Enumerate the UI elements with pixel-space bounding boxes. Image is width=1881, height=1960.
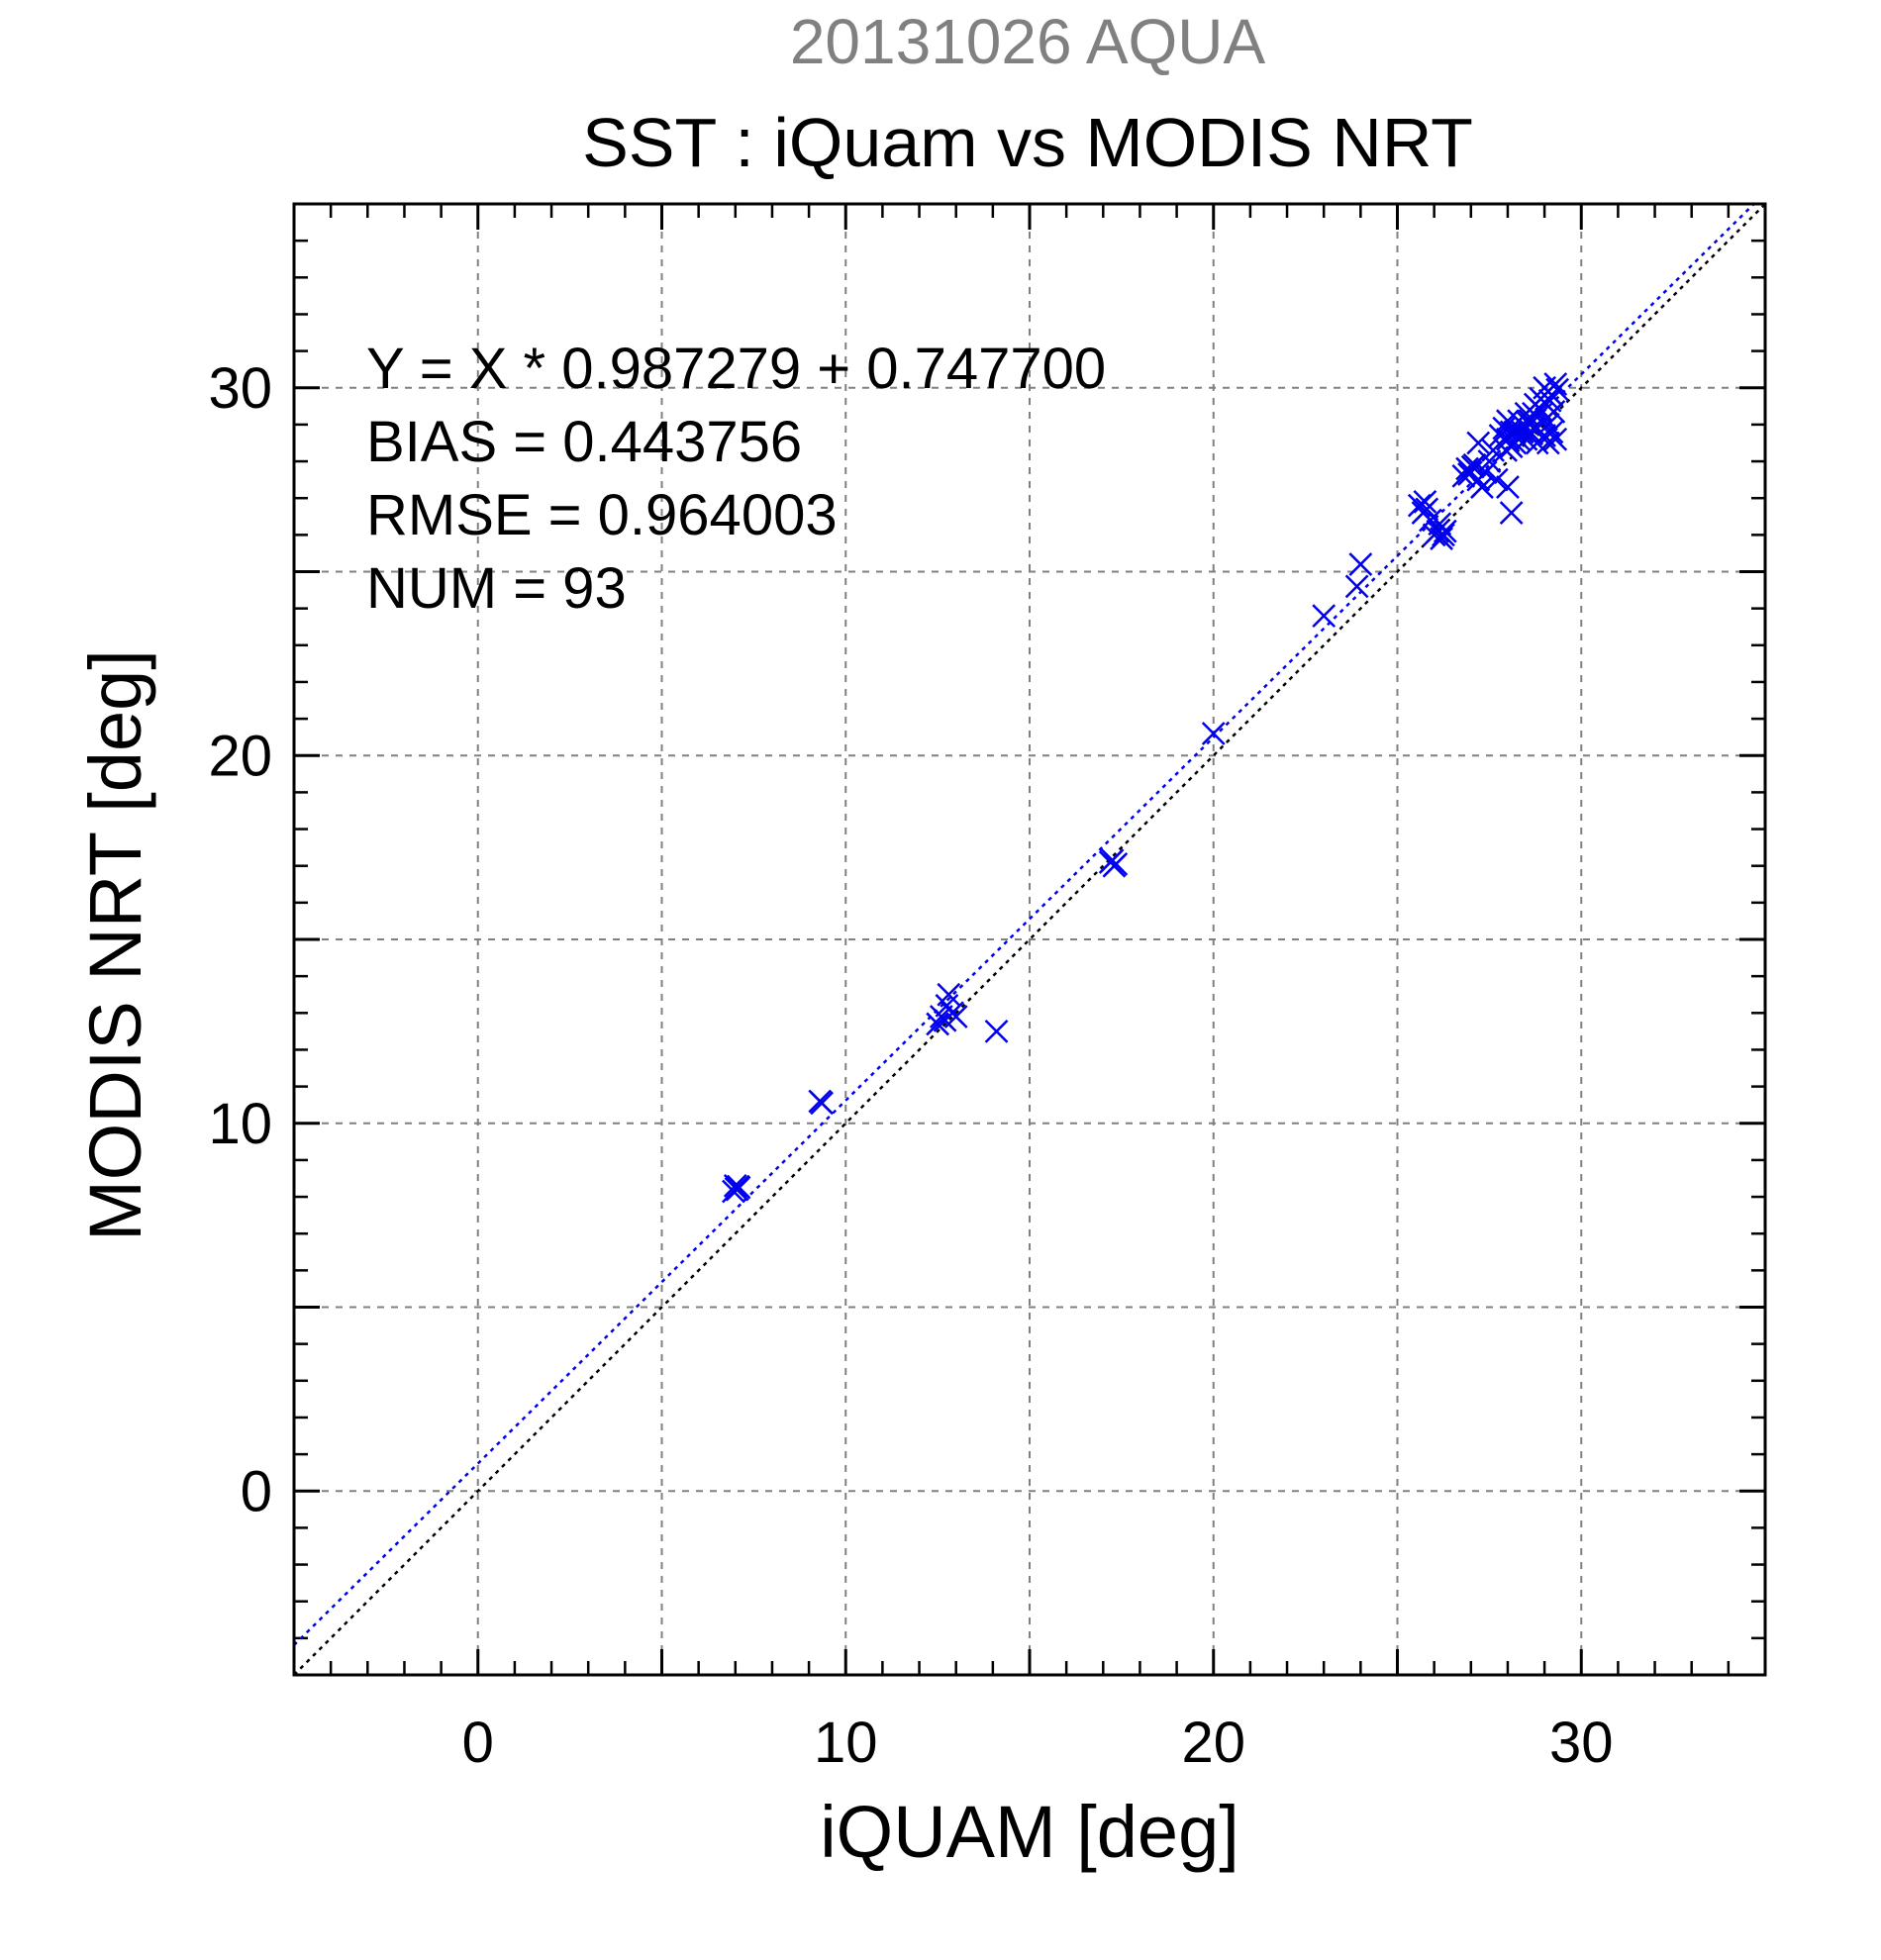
- data-point: [1543, 427, 1568, 451]
- data-point-marker: [1407, 493, 1432, 518]
- data-point-marker: [1535, 413, 1560, 437]
- data-points: [722, 372, 1569, 1204]
- data-point: [935, 993, 959, 1018]
- data-point-marker: [1312, 604, 1336, 628]
- data-point-marker: [1426, 519, 1450, 543]
- grid-lines: [294, 204, 1765, 1675]
- minor-ticks: [294, 204, 1765, 1675]
- data-point-marker: [1496, 475, 1520, 499]
- data-point: [1494, 439, 1518, 462]
- data-point-marker: [935, 993, 959, 1018]
- x-tick-label: 0: [462, 1711, 494, 1775]
- data-point-marker: [1413, 490, 1437, 514]
- data-point-marker: [810, 1091, 834, 1116]
- data-point-marker: [1512, 414, 1536, 439]
- data-point: [1533, 375, 1556, 400]
- data-point: [1201, 722, 1226, 745]
- plot-frame: [292, 202, 1767, 1677]
- data-point: [1470, 475, 1494, 499]
- data-point: [1523, 392, 1547, 417]
- data-point: [1541, 400, 1566, 424]
- data-point: [1344, 574, 1369, 599]
- data-point-marker: [1541, 400, 1566, 424]
- data-point: [726, 1174, 750, 1199]
- stats-num: NUM = 93: [366, 556, 627, 621]
- y-tick-label: 0: [241, 1459, 272, 1523]
- data-point-marker: [1201, 722, 1226, 745]
- y-tick-label: 30: [208, 356, 272, 421]
- y-tick-labels: 0 10 20 30: [208, 356, 272, 1524]
- data-point: [1312, 604, 1336, 628]
- chart-suptitle: 20131026 AQUA: [790, 6, 1266, 77]
- data-point: [1539, 420, 1564, 444]
- data-point-marker: [943, 1005, 968, 1029]
- data-point: [1348, 552, 1373, 576]
- data-point: [1104, 851, 1129, 876]
- y-axis-label: MODIS NRT [deg]: [74, 649, 156, 1241]
- data-point-marker: [1470, 475, 1494, 499]
- x-tick-label: 30: [1549, 1711, 1614, 1775]
- data-point: [1407, 493, 1432, 518]
- data-point: [1413, 490, 1437, 514]
- data-point-marker: [1484, 467, 1509, 492]
- stats-bias: BIAS = 0.443756: [366, 410, 802, 474]
- major-ticks: [294, 204, 1765, 1675]
- data-point: [1432, 523, 1455, 547]
- data-point-marker: [1539, 420, 1564, 444]
- data-point-marker: [984, 1019, 1009, 1043]
- data-point-marker: [1466, 431, 1491, 455]
- data-point: [723, 1174, 747, 1198]
- data-point-marker: [1499, 420, 1524, 444]
- data-point-marker: [926, 1012, 950, 1036]
- data-point: [810, 1091, 834, 1116]
- x-tick-labels: 0 10 20 30: [462, 1711, 1614, 1775]
- data-point: [1466, 431, 1491, 455]
- x-axis-label: iQUAM [deg]: [820, 1791, 1239, 1873]
- regression-fit-line: [293, 203, 1755, 1646]
- data-point: [1499, 501, 1524, 525]
- data-point-marker: [1523, 392, 1547, 417]
- data-point-marker: [1460, 454, 1485, 479]
- data-point-marker: [1104, 851, 1129, 876]
- data-point-marker: [1432, 523, 1455, 547]
- data-point: [984, 1019, 1009, 1043]
- y-tick-label: 20: [208, 724, 272, 788]
- data-point: [1499, 420, 1524, 444]
- data-point-marker: [1344, 574, 1369, 599]
- y-tick-label: 10: [208, 1092, 272, 1156]
- data-point: [926, 1012, 950, 1036]
- data-point-marker: [1494, 439, 1518, 462]
- data-point-marker: [1543, 427, 1568, 451]
- data-point: [1496, 475, 1520, 499]
- data-point-marker: [1533, 375, 1556, 400]
- data-point: [1426, 519, 1450, 543]
- data-point: [1512, 414, 1536, 439]
- x-tick-label: 10: [814, 1711, 878, 1775]
- x-tick-label: 20: [1181, 1711, 1245, 1775]
- data-point: [1484, 467, 1509, 492]
- data-point: [1460, 454, 1485, 479]
- data-point-marker: [1348, 552, 1373, 576]
- data-point-marker: [723, 1174, 747, 1198]
- stats-rmse: RMSE = 0.964003: [366, 483, 838, 547]
- stats-equation: Y = X * 0.987279 + 0.747700: [366, 337, 1106, 401]
- chart-title: SST : iQuam vs MODIS NRT: [582, 104, 1473, 181]
- data-point: [1535, 413, 1560, 437]
- data-point-marker: [726, 1174, 750, 1199]
- data-point-marker: [1499, 501, 1524, 525]
- data-point: [943, 1005, 968, 1029]
